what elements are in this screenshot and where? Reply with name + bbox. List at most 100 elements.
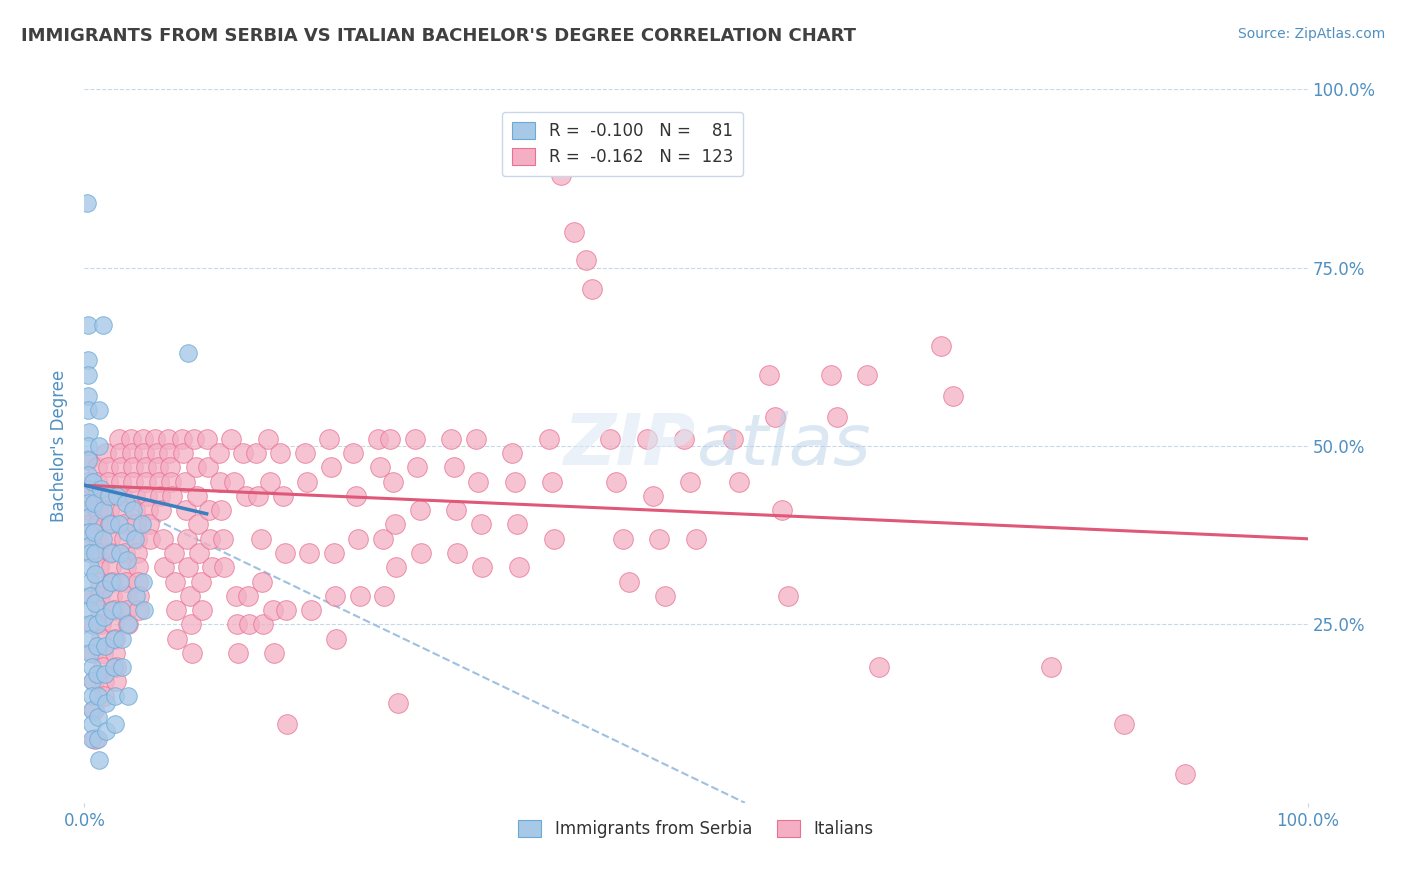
Point [105,489,128,503]
Point [121,446,143,460]
Point [124,503,146,517]
Point [100,560,122,574]
Point [259,475,281,489]
Point [157,446,180,460]
Y-axis label: Bachelor's Degree: Bachelor's Degree [51,370,69,522]
Point [135,489,157,503]
Point [856,368,879,382]
Point [84,731,107,746]
Point [80,703,103,717]
Point [612,532,634,546]
Point [575,253,598,268]
Point [122,503,145,517]
Point [79,574,101,589]
Point [91,646,114,660]
Point [232,446,254,460]
Point [440,432,463,446]
Point [209,503,232,517]
Point [77,496,100,510]
Point [111,489,134,503]
Point [247,489,270,503]
Point [135,475,157,489]
Point [77,318,100,332]
Point [276,603,298,617]
Point [93,674,115,689]
Point [443,460,465,475]
Point [344,489,367,503]
Point [77,425,100,439]
Point [262,603,284,617]
Point [825,410,848,425]
Point [373,589,395,603]
Point [79,646,101,660]
Point [90,617,112,632]
Point [446,546,468,560]
Point [87,503,110,517]
Point [183,432,205,446]
Point [200,560,222,574]
Point [721,432,744,446]
Point [107,517,129,532]
Point [100,546,122,560]
Point [96,446,118,460]
Point [464,432,486,446]
Point [636,432,658,446]
Point [138,517,160,532]
Point [249,532,271,546]
Point [77,510,100,524]
Point [82,475,104,489]
Point [105,674,128,689]
Point [679,475,702,489]
Point [128,589,150,603]
Point [89,574,111,589]
Point [257,432,280,446]
Point [115,603,138,617]
Point [77,482,100,496]
Point [503,475,526,489]
Point [111,660,134,674]
Point [162,489,184,503]
Point [1114,717,1136,731]
Point [225,589,247,603]
Point [87,546,110,560]
Point [87,403,110,417]
Point [200,532,222,546]
Point [245,446,267,460]
Point [238,617,260,632]
Point [110,475,132,489]
Point [252,617,274,632]
Point [467,475,489,489]
Point [80,717,103,731]
Point [136,503,159,517]
Point [299,603,322,617]
Point [83,674,105,689]
Point [111,503,134,517]
Point [96,724,118,739]
Point [406,460,429,475]
Point [115,553,138,567]
Point [97,489,120,503]
Point [86,617,108,632]
Point [1174,767,1197,781]
Point [776,589,799,603]
Point [370,460,392,475]
Point [135,460,157,475]
Point [321,460,343,475]
Point [148,475,170,489]
Point [80,589,103,603]
Point [508,560,530,574]
Point [117,617,139,632]
Point [384,517,406,532]
Point [820,368,842,382]
Point [128,603,150,617]
Point [163,546,186,560]
Point [444,503,467,517]
Point [143,432,166,446]
Point [91,660,114,674]
Legend: Immigrants from Serbia, Italians: Immigrants from Serbia, Italians [512,813,880,845]
Point [83,524,105,539]
Point [97,489,120,503]
Point [538,432,561,446]
Point [540,475,562,489]
Point [77,353,100,368]
